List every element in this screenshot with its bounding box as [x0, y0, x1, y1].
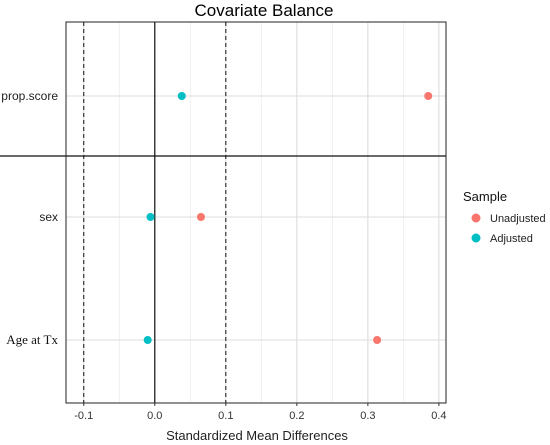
x-tick-label: 0.4 — [431, 410, 446, 422]
legend-key-unadjusted — [471, 213, 481, 223]
x-tick-label: 0.1 — [218, 410, 233, 422]
legend: Sample Unadjusted Adjusted — [463, 189, 546, 245]
legend-label-adjusted: Adjusted — [490, 233, 533, 245]
x-tick-label: 0.0 — [147, 410, 162, 422]
x-tick-label: 0.3 — [360, 410, 375, 422]
chart-title: Covariate Balance — [195, 1, 334, 20]
legend-key-adjusted — [471, 233, 481, 243]
reference-lines — [0, 22, 446, 403]
point-adjusted-1 — [146, 213, 155, 221]
point-unadjusted-0 — [424, 92, 433, 100]
point-unadjusted-1 — [196, 213, 205, 221]
x-tick-label: 0.2 — [289, 410, 304, 422]
legend-title: Sample — [463, 189, 507, 204]
x-tick-label: -0.1 — [74, 410, 93, 422]
y-category-label-2: Age at Tx — [6, 332, 58, 347]
x-axis-tick-labels: -0.1 0.0 0.1 0.2 0.3 0.4 — [74, 403, 447, 422]
legend-label-unadjusted: Unadjusted — [490, 213, 546, 225]
data-points — [143, 92, 433, 344]
point-adjusted-2 — [143, 336, 152, 344]
x-axis-title: Standardized Mean Differences — [166, 428, 348, 443]
y-category-label-0: prop.score — [1, 89, 58, 103]
plot-panel-border — [65, 21, 447, 404]
gridlines — [66, 22, 446, 403]
y-category-label-1: sex — [39, 210, 58, 224]
point-unadjusted-2 — [373, 336, 382, 344]
legend-items: Unadjusted Adjusted — [471, 213, 546, 245]
point-adjusted-0 — [177, 92, 186, 100]
y-axis-category-labels: prop.score sex Age at Tx — [1, 89, 58, 347]
